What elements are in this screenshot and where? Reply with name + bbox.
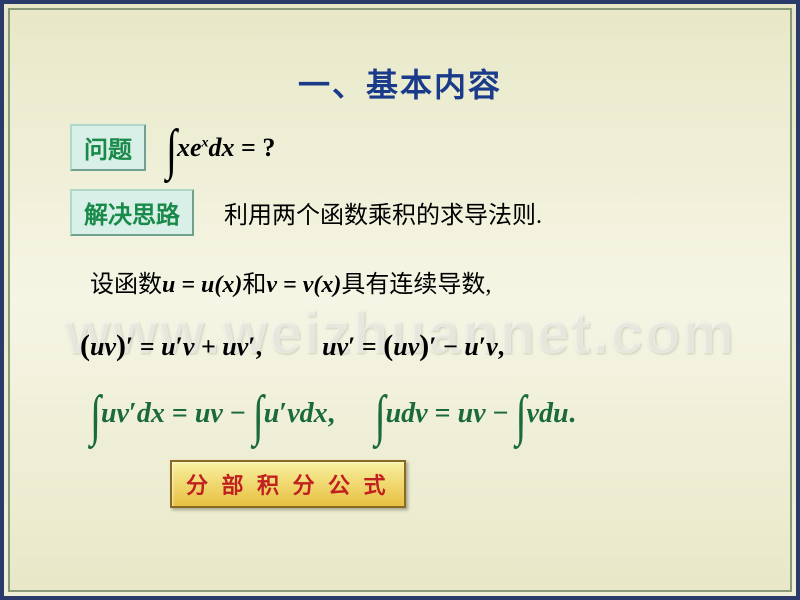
eq-q: = ?	[235, 133, 276, 162]
approach-label: 解决思路	[70, 189, 194, 236]
question-math: ∫xexdx = ?	[166, 133, 275, 163]
pr5: ′	[429, 332, 436, 361]
eq2: =	[362, 332, 377, 361]
pr8: ′	[279, 398, 287, 429]
approach-row: 解决思路 利用两个函数乘积的求导法则.	[10, 189, 790, 236]
exp-x: x	[202, 135, 209, 150]
deriv-row: (uv)′ = u′v + uv′, uv′ = (uv)′ − u′v,	[80, 329, 790, 363]
minus1: −	[443, 332, 458, 361]
rp1: )	[116, 329, 126, 362]
deriv-left: (uv)′ = u′v + uv′,	[80, 329, 262, 363]
setup-and: 和	[242, 272, 266, 298]
u-eq: u = u(x)	[162, 272, 242, 298]
minus2: −	[230, 398, 246, 429]
question-row: 问题 ∫xexdx = ?	[10, 124, 790, 171]
dot: .	[569, 398, 576, 429]
approach-text: 利用两个函数乘积的求导法则.	[224, 195, 542, 230]
pr4: ′	[348, 332, 355, 361]
xe: xe	[177, 133, 202, 162]
dx: dx	[209, 133, 235, 162]
rp2: )	[419, 329, 429, 362]
plus1: +	[201, 332, 216, 361]
c1: ,	[256, 332, 263, 361]
eq1: =	[140, 332, 155, 361]
pr2: ′	[176, 332, 183, 361]
c2: ,	[498, 332, 505, 361]
v-eq: v = v(x)	[266, 272, 341, 298]
c3: ,	[328, 398, 335, 429]
integral-row: ∫uv′dx = uv − ∫u′vdx, ∫udv = uv − ∫vdu.	[90, 398, 790, 430]
question-label: 问题	[70, 124, 146, 171]
eq4: =	[435, 398, 451, 429]
pr3: ′	[248, 332, 255, 361]
setup-text: 设函数u = u(x)和v = v(x)具有连续导数,	[90, 264, 491, 299]
deriv-right: uv′ = (uv)′ − u′v,	[322, 329, 504, 363]
section-title: 一、基本内容	[10, 60, 790, 106]
setup-prefix: 设函数	[90, 272, 162, 298]
setup-row: 设函数u = u(x)和v = v(x)具有连续导数,	[90, 264, 790, 299]
pr6: ′	[479, 332, 486, 361]
setup-suffix: 具有连续导数,	[341, 272, 491, 298]
content-wrap: 一、基本内容 问题 ∫xexdx = ? 解决思路 利用两个函数乘积的求导法则.…	[10, 60, 790, 508]
formula-label-box: 分 部 积 分 公 式	[170, 460, 406, 508]
lp2: (	[383, 329, 393, 362]
minus3: −	[493, 398, 509, 429]
formula2: ∫udv = uv − ∫vdu.	[375, 398, 576, 430]
pr1: ′	[126, 332, 133, 361]
slide-frame: www.weizhuannet.com 一、基本内容 问题 ∫xexdx = ?…	[8, 8, 792, 592]
formula1: ∫uv′dx = uv − ∫u′vdx,	[90, 398, 335, 430]
pr7: ′	[129, 398, 137, 429]
lp1: (	[80, 329, 90, 362]
eq3: =	[172, 398, 188, 429]
